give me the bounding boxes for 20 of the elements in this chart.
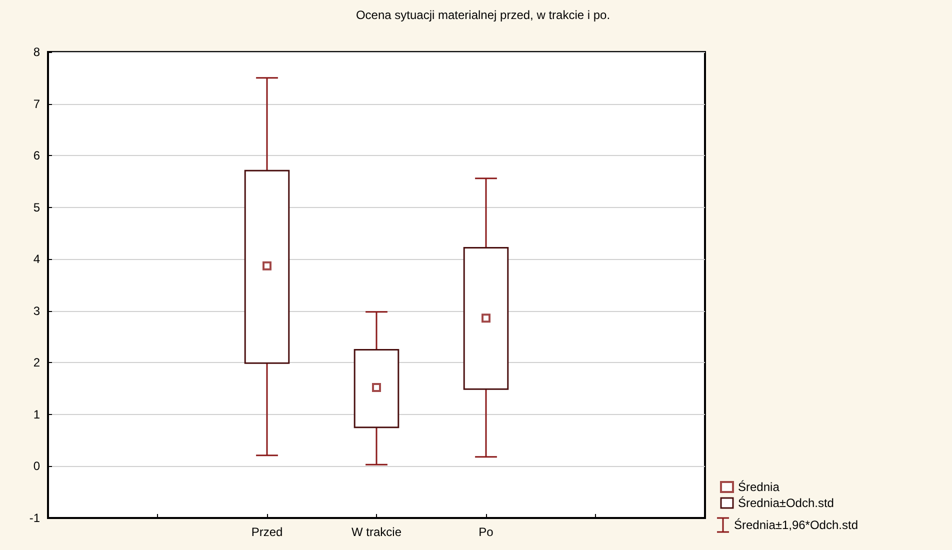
legend-label: Średnia [738,480,780,494]
x-tick-label: Przed [251,525,283,539]
chart-title: Ocena sytuacji materialnej przed, w trakcie i po. [356,8,610,22]
x-tick-label: Po [478,525,494,539]
legend-label: Średnia±Odch.std [738,496,834,510]
y-tick-label: 5 [33,200,40,214]
point [482,314,490,323]
y-tick-label: 4 [33,252,40,266]
point [262,261,272,270]
x-tick-label: W trakcie [351,525,402,539]
y-tick-label: 8 [33,45,40,59]
y-tick-label: 3 [33,304,40,318]
y-tick-label: 0 [33,459,40,474]
y-tick-label: -1 [29,511,40,525]
y-tick-label: 6 [33,148,40,163]
text: Średnia±1,96*Odch.std [734,518,858,532]
point [372,383,381,392]
y-tick-label: 7 [33,96,40,111]
y-tick-label: 2 [33,356,40,370]
y-tick-label: 1 [33,407,40,422]
